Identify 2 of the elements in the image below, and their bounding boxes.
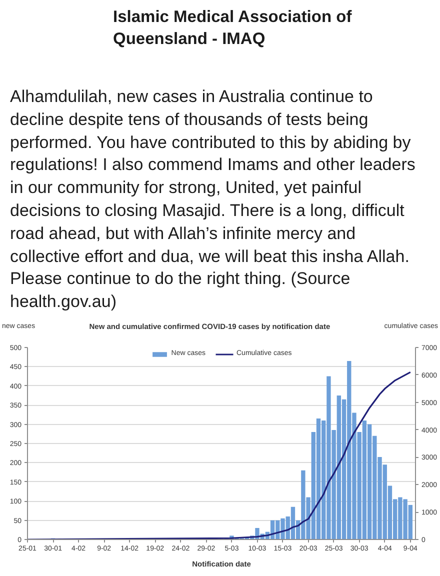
- text: Alhamdulilah, new cases in Australia continue to decline despite tens of thousands of tests being performed. You have contributed to this by abiding by regulations! I also commend Imams and other leaders in our community for strong, United, yet painful decisions to closing Masajid. There is a long, difficult road ahead, but with Allah’s infinite mercy and collective effort and dua, we will beat this insha Allah. Please continue to do the right thing. (Source health.gov.au): [10, 87, 416, 312]
- text: Islamic Medical Association of Queensland - IMAQ: [112, 7, 353, 50]
